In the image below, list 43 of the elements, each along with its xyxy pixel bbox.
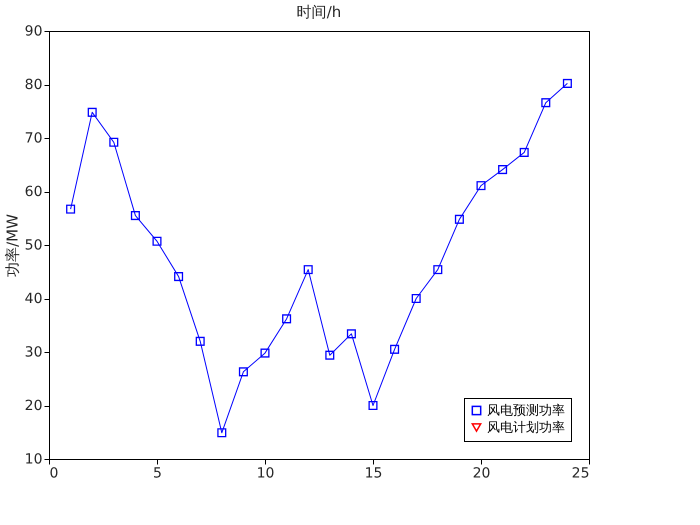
point: [368, 400, 378, 410]
x-tick-label: 5: [153, 466, 162, 482]
y-axis-title: 功率/MW: [4, 214, 22, 277]
point: [174, 272, 184, 282]
point: [412, 294, 421, 304]
legend-label: 风电预测功率: [487, 402, 565, 418]
y-tick-label: 50: [24, 238, 42, 254]
point: [433, 265, 442, 274]
y-tick-label: 10: [24, 452, 42, 468]
point: [476, 181, 486, 190]
point: [196, 336, 205, 346]
y-tick-label: 60: [24, 184, 42, 200]
chart-title: 时间/h: [296, 3, 342, 21]
legend-label: 风电计划功率: [487, 420, 565, 436]
point: [390, 344, 400, 354]
point: [130, 211, 140, 220]
point: [454, 214, 464, 224]
x-tick-label: 15: [364, 466, 382, 482]
point: [217, 428, 226, 438]
y-tick-label: 20: [24, 398, 42, 414]
x-tick-label: 0: [50, 466, 58, 482]
point: [498, 165, 508, 174]
point: [152, 236, 162, 246]
y-tick-label: 40: [24, 291, 42, 307]
point: [66, 204, 76, 214]
point: [109, 138, 118, 147]
y-tick-label: 90: [24, 24, 42, 40]
point: [88, 108, 97, 117]
y-tick-label: 80: [24, 77, 42, 93]
point: [260, 348, 270, 358]
point: [541, 98, 550, 108]
point: [346, 329, 356, 338]
x-tick-label: 25: [572, 466, 590, 482]
point: [304, 265, 313, 274]
x-tick-label: 10: [256, 466, 274, 482]
y-tick-label: 70: [24, 130, 42, 146]
point: [562, 78, 572, 88]
x-tick-label: 20: [472, 466, 490, 482]
point: [282, 314, 292, 324]
point: [520, 148, 529, 157]
point: [325, 350, 334, 360]
point: [238, 367, 248, 376]
y-tick-label: 30: [24, 344, 42, 360]
